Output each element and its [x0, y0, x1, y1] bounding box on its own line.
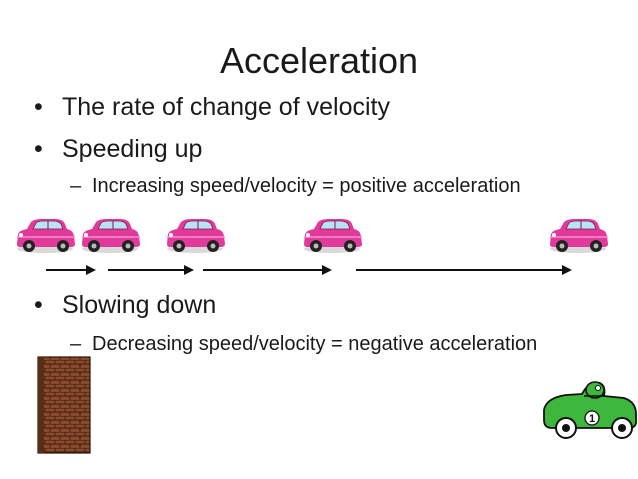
pink-car-icon	[549, 218, 609, 254]
bullet-text: The rate of change of velocity	[62, 93, 390, 121]
pink-car-icon	[166, 218, 226, 254]
arrow-icon	[46, 265, 96, 275]
sub-bullet-text: Increasing speed/velocity = positive acc…	[92, 175, 521, 197]
arrow-icon	[108, 265, 194, 275]
sub-bullet-marker: –	[70, 175, 82, 197]
arrow-icon	[356, 265, 572, 275]
arrow-icon	[203, 265, 332, 275]
sub-bullet-marker: –	[70, 333, 82, 355]
bullet-marker: •	[34, 135, 43, 163]
bullet-slowing-down: • Slowing down	[34, 290, 216, 320]
sub-bullet-text: Decreasing speed/velocity = negative acc…	[92, 333, 538, 355]
bullet-rate-of-change: • The rate of change of velocity	[34, 92, 390, 122]
race-car-number: 1	[589, 413, 595, 425]
bullet-text: Speeding up	[62, 135, 203, 163]
pink-car-icon	[16, 218, 76, 254]
pink-car-icon	[81, 218, 141, 254]
slide-title: Acceleration	[219, 40, 419, 81]
race-car-icon: 1	[543, 381, 637, 439]
pink-car-icon	[303, 218, 363, 254]
brick-wall-icon	[37, 356, 91, 454]
bullet-text: Slowing down	[62, 291, 217, 319]
bullet-speeding-up: • Speeding up	[34, 134, 202, 164]
bullet-marker: •	[34, 291, 43, 319]
sub-bullet-positive-acceleration: – Increasing speed/velocity = positive ac…	[70, 174, 521, 198]
bullet-marker: •	[34, 93, 43, 121]
sub-bullet-negative-acceleration: – Decreasing speed/velocity = negative ac…	[70, 332, 537, 356]
